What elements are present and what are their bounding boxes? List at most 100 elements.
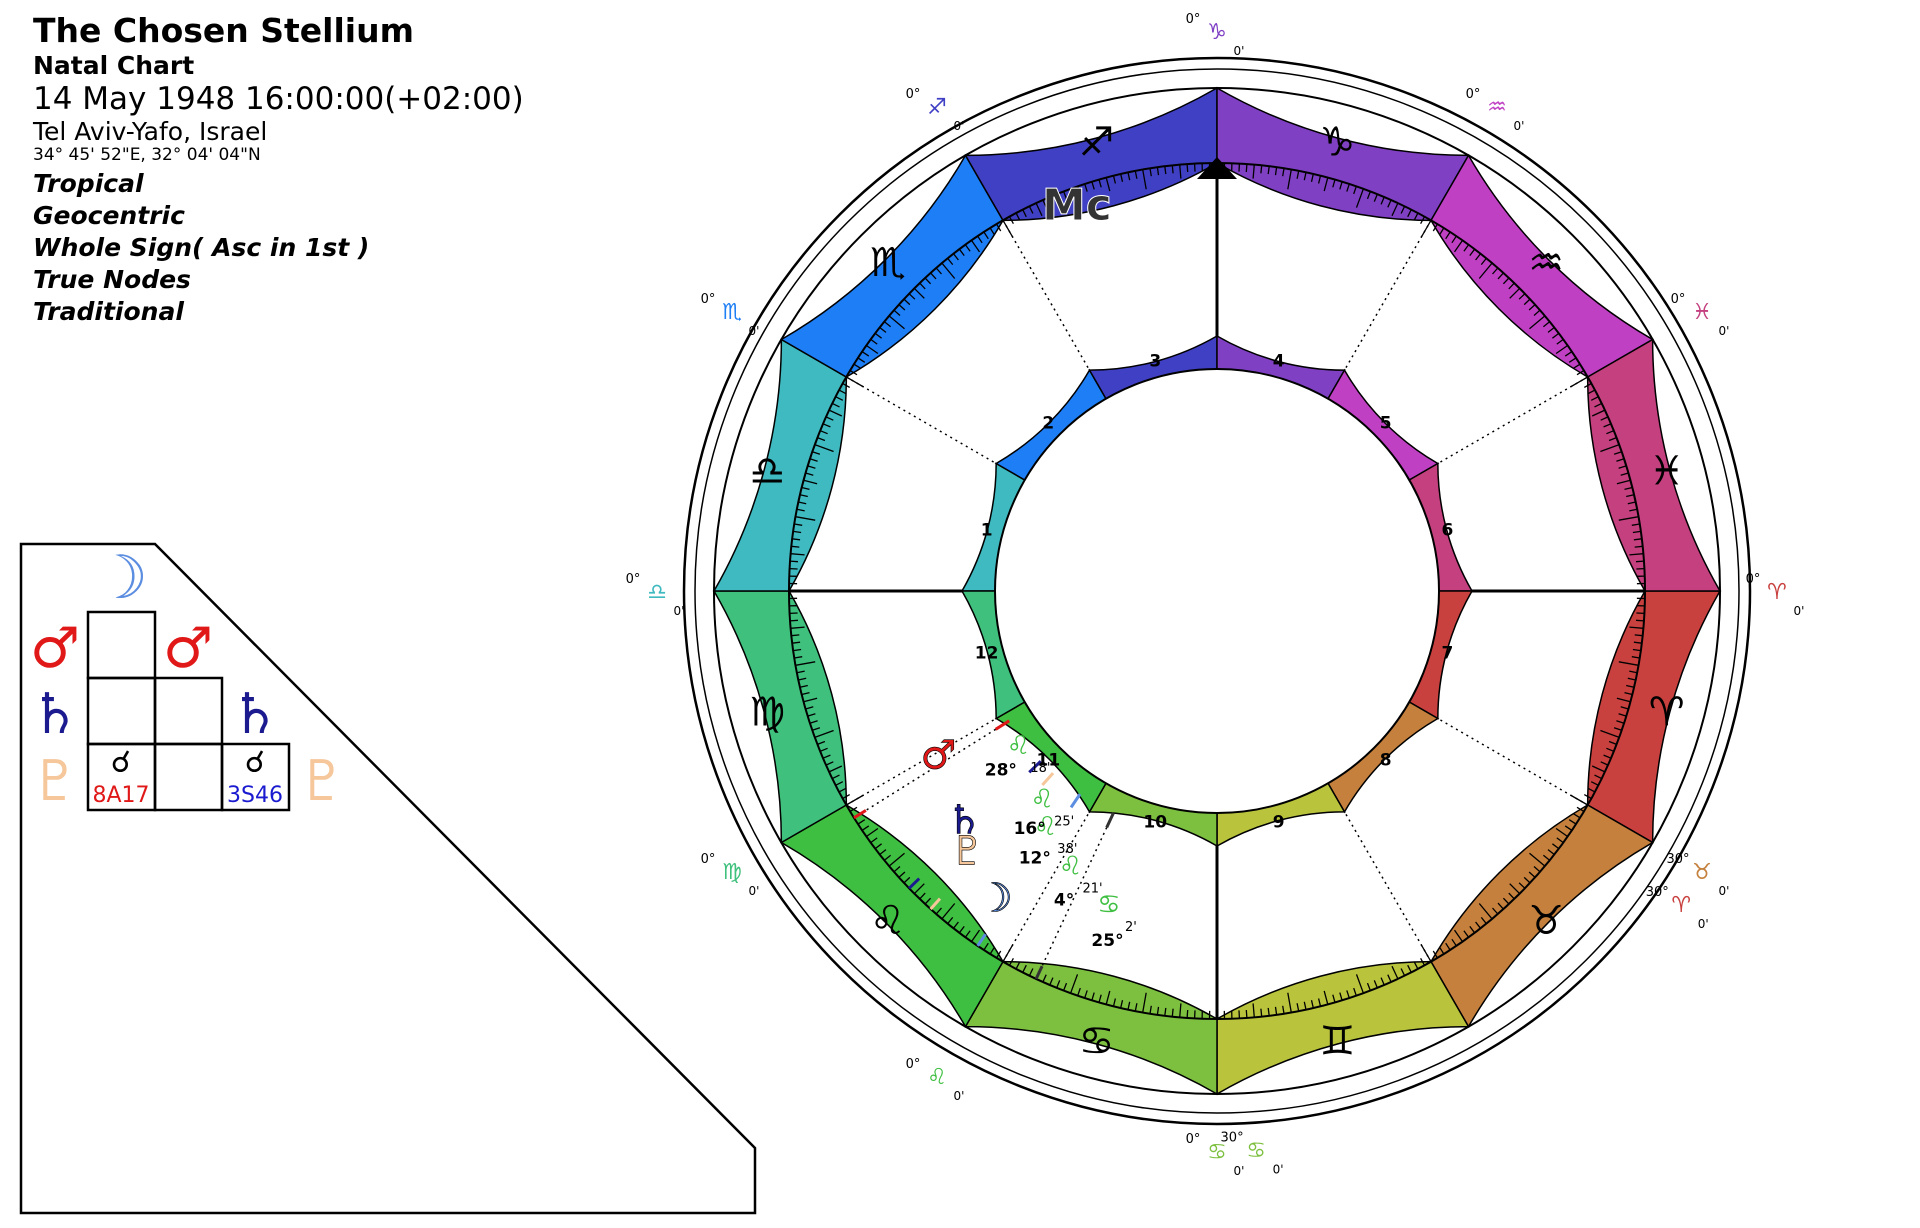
house-number: 1 xyxy=(981,520,993,540)
planet-degree: 28° xyxy=(985,761,1017,781)
house-cusp-line xyxy=(1343,811,1432,963)
cusp-minute: 0' xyxy=(1273,1163,1284,1177)
house-segment xyxy=(1327,701,1440,814)
sign-segment-pisces xyxy=(1586,338,1722,592)
mars-icon: ♂ xyxy=(920,732,956,778)
mc-line xyxy=(1035,821,1110,980)
house-number: 11 xyxy=(1037,751,1061,771)
taurus-icon: ♉ xyxy=(1528,898,1564,944)
sagittarius-icon: ♐ xyxy=(1079,119,1115,165)
cancer-icon: ♋ xyxy=(1079,1019,1115,1065)
aspect-grid-panel: ☽ ♂ ♄ ♇ ♂ ♄ ♇ ☌ 8A17 ☌ 3S46 xyxy=(19,542,757,1215)
house-segment xyxy=(1408,590,1474,720)
cusp-sign-icon: ♈ xyxy=(1767,580,1787,605)
cusp-sign-icon: ♐ xyxy=(927,95,947,120)
house-lines xyxy=(789,157,1645,1019)
planet-tick xyxy=(1034,965,1044,980)
sign-ring: ♈♉♊♋♌♍♎♏♐ ♑♒♓ xyxy=(712,86,1722,1096)
cusp-degree: 0° xyxy=(1186,1132,1201,1147)
aquarius-icon: ♒ xyxy=(1528,240,1564,286)
sign-outer-circle xyxy=(713,87,1721,1095)
conjunction-icon: ☌ xyxy=(111,745,131,780)
pluto-icon: ♇ xyxy=(950,829,986,875)
cusp-minute: 0' xyxy=(1234,44,1245,58)
house-segment xyxy=(1216,782,1346,848)
moon-icon: ☽ xyxy=(977,875,1013,921)
gemini-icon: ♊ xyxy=(1320,1019,1356,1065)
planet-minute: 2' xyxy=(1125,920,1137,935)
conjunction-icon: ☌ xyxy=(245,745,265,780)
planet-degree: 16° xyxy=(1014,819,1046,839)
house-cusp-line xyxy=(1343,219,1432,371)
planet-house-tick xyxy=(1041,772,1055,786)
cusp-degree: 30° xyxy=(1221,1131,1244,1146)
sign-segment-scorpio xyxy=(779,153,1004,378)
chart-coordinates: 34° 45' 52"E, 32° 04' 04"N xyxy=(33,145,261,165)
sign-segment-cancer xyxy=(964,960,1218,1096)
house-cusp-line xyxy=(1002,219,1091,371)
house-segment xyxy=(994,368,1107,481)
house-segment xyxy=(1327,368,1440,481)
planet-house-tick xyxy=(1069,793,1082,809)
saturn-icon: ♄ xyxy=(946,798,982,844)
aspect-grid-cells xyxy=(86,610,291,812)
capricorn-icon: ♑ xyxy=(1320,119,1356,165)
mc-icon: Mc xyxy=(1042,180,1112,231)
house-number: 10 xyxy=(1143,812,1167,832)
house-segment xyxy=(1088,334,1218,400)
cusp-sign-icon: ♌ xyxy=(927,1065,947,1090)
outer-inner-circle xyxy=(694,68,1740,1114)
planet-house-tick xyxy=(994,719,1011,731)
sign-segment-leo xyxy=(779,804,1004,1029)
cusp-degree: 0° xyxy=(1186,12,1201,27)
cusp-degree: 0° xyxy=(906,87,921,102)
planet-tick xyxy=(929,897,942,911)
cusp-degree: 30° xyxy=(1666,852,1689,867)
sign-segment-aquarius xyxy=(1430,153,1655,378)
house-cusp-line xyxy=(845,717,997,806)
planet-degree: 25° xyxy=(1091,931,1123,951)
house-cusp-line xyxy=(1437,717,1589,806)
planet-tick xyxy=(853,809,867,820)
house-cusp-line xyxy=(845,376,997,465)
cusp-minute: 0' xyxy=(954,119,965,133)
sign-segment-capricorn xyxy=(1216,86,1470,222)
cusp-labels: 0°♈0'30°♉0'0°♋0'30°♋0'0°♌0'0°♍0'0°♎0'0°♏… xyxy=(626,12,1805,1178)
chart-datetime: 14 May 1948 16:00:00(+02:00) xyxy=(33,81,524,117)
setting-rulers: Traditional xyxy=(33,297,184,326)
sign-segment-aries xyxy=(1586,590,1722,844)
aspect-value: 8A17 xyxy=(92,783,149,808)
aries-icon: ♈ xyxy=(1649,689,1685,735)
cusp-sign-icon: ♓ xyxy=(1692,300,1712,325)
chart-title: The Chosen Stellium xyxy=(33,11,414,50)
cusp-minute: 0' xyxy=(954,1089,965,1103)
tick-marks xyxy=(789,163,1645,1019)
cusp-minute: 0' xyxy=(1794,604,1805,618)
saturn-icon: ♄ xyxy=(30,682,80,747)
cusp-minute: 0' xyxy=(1234,1164,1245,1178)
leo-icon: ♌ xyxy=(870,898,906,944)
sign-inner-circle xyxy=(788,162,1646,1020)
mars-icon: ♂ xyxy=(30,616,80,681)
planet-minute: 38' xyxy=(1057,842,1077,857)
mars-icon: ♂ xyxy=(163,616,213,681)
cusp-degree: 0° xyxy=(1671,292,1686,307)
pisces-icon: ♓ xyxy=(1649,449,1685,495)
house-number: 6 xyxy=(1441,520,1453,540)
planet-minute: 21' xyxy=(1082,881,1102,896)
saturn-icon: ♄ xyxy=(230,682,280,747)
house-cusp-line xyxy=(1437,376,1589,465)
cusp-sign-icon: ♋ xyxy=(1246,1139,1266,1164)
leo-icon: ♌ xyxy=(1059,851,1082,881)
outer-ring xyxy=(682,56,1752,1126)
setting-zodiac: Tropical xyxy=(33,169,144,198)
outer-circle xyxy=(682,56,1752,1126)
planet-degree: 4° xyxy=(1054,890,1074,910)
house-number: 12 xyxy=(975,644,999,664)
leo-icon: ♌ xyxy=(1007,731,1030,761)
planet-degree: 12° xyxy=(1019,849,1051,869)
cusp-minute: 0' xyxy=(1719,324,1730,338)
aspect-value: 3S46 xyxy=(227,783,283,808)
